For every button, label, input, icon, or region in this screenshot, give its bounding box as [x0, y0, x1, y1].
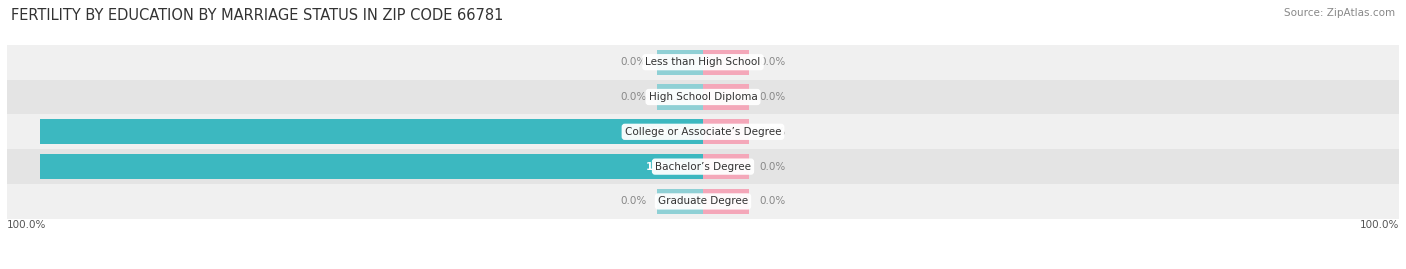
- Text: 0.0%: 0.0%: [620, 196, 647, 206]
- Text: 0.0%: 0.0%: [759, 92, 786, 102]
- Bar: [7, 80, 1399, 114]
- Text: Bachelor’s Degree: Bachelor’s Degree: [655, 162, 751, 172]
- Text: 0.0%: 0.0%: [620, 57, 647, 67]
- Bar: [657, 50, 703, 75]
- Bar: [703, 84, 749, 109]
- Bar: [7, 149, 1399, 184]
- Text: High School Diploma: High School Diploma: [648, 92, 758, 102]
- Bar: [7, 45, 1399, 80]
- Bar: [41, 154, 703, 179]
- Text: 100.0%: 100.0%: [647, 127, 690, 137]
- Bar: [703, 50, 749, 75]
- Text: 0.0%: 0.0%: [759, 162, 786, 172]
- Text: 100.0%: 100.0%: [1360, 220, 1399, 230]
- Text: FERTILITY BY EDUCATION BY MARRIAGE STATUS IN ZIP CODE 66781: FERTILITY BY EDUCATION BY MARRIAGE STATU…: [11, 8, 503, 23]
- Text: 0.0%: 0.0%: [759, 57, 786, 67]
- Bar: [703, 119, 749, 144]
- Text: Less than High School: Less than High School: [645, 57, 761, 67]
- Text: Source: ZipAtlas.com: Source: ZipAtlas.com: [1284, 8, 1395, 18]
- Bar: [7, 114, 1399, 149]
- Text: College or Associate’s Degree: College or Associate’s Degree: [624, 127, 782, 137]
- Text: 0.0%: 0.0%: [620, 92, 647, 102]
- Bar: [657, 84, 703, 109]
- Bar: [703, 189, 749, 214]
- Bar: [7, 184, 1399, 219]
- Bar: [703, 154, 749, 179]
- Text: 0.0%: 0.0%: [759, 127, 786, 137]
- Text: 0.0%: 0.0%: [759, 196, 786, 206]
- Bar: [41, 119, 703, 144]
- Bar: [657, 189, 703, 214]
- Text: 100.0%: 100.0%: [7, 220, 46, 230]
- Text: 100.0%: 100.0%: [647, 162, 690, 172]
- Text: Graduate Degree: Graduate Degree: [658, 196, 748, 206]
